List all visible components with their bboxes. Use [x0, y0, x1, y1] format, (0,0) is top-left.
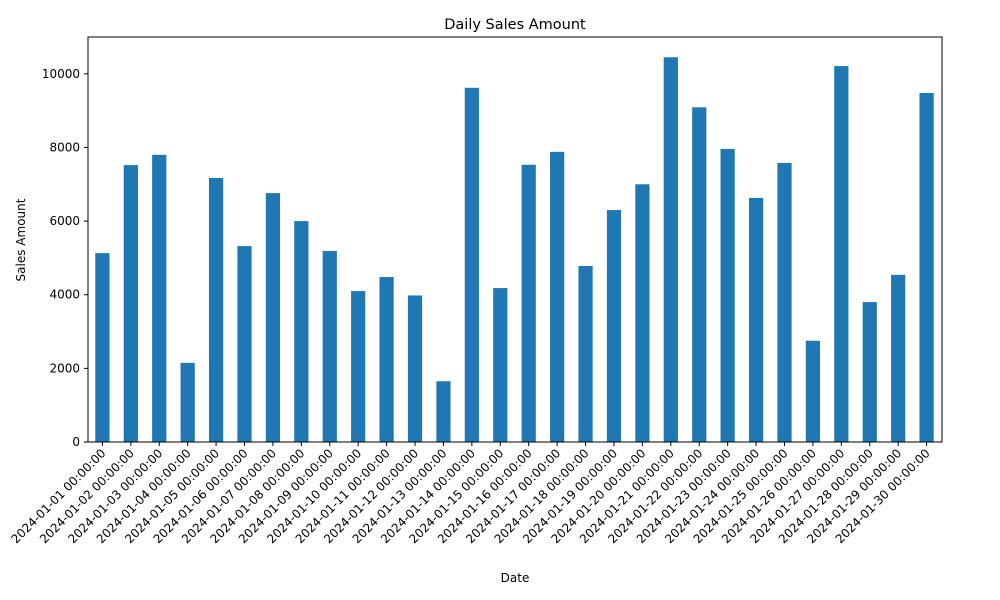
bar-2024-01-21 — [663, 57, 678, 442]
bar-2024-01-27 — [834, 66, 849, 442]
bar-2024-01-30 — [919, 92, 934, 443]
y-tick-label: 8000 — [49, 140, 80, 154]
bar-2024-01-10 — [351, 291, 366, 442]
y-tick-label: 0 — [72, 435, 80, 449]
bar-2024-01-06 — [237, 246, 252, 442]
bar-2024-01-04 — [180, 362, 195, 442]
bar-2024-01-29 — [891, 274, 906, 442]
y-tick-label: 4000 — [49, 288, 80, 302]
bar-2024-01-20 — [635, 184, 650, 442]
bar-2024-01-09 — [322, 250, 337, 442]
bar-2024-01-26 — [805, 340, 821, 442]
bar-2024-01-16 — [521, 164, 536, 442]
bar-2024-01-24 — [748, 197, 764, 442]
bar-2024-01-19 — [606, 210, 622, 442]
bar-2024-01-14 — [464, 87, 479, 442]
y-tick-label: 10000 — [42, 67, 80, 81]
plot-frame — [87, 36, 943, 443]
bar-2024-01-13 — [436, 381, 451, 442]
bar-2024-01-02 — [123, 165, 138, 442]
bar-2024-01-08 — [294, 221, 309, 442]
y-tick-label: 6000 — [49, 214, 80, 228]
y-tick-label: 2000 — [49, 361, 80, 375]
bar-2024-01-25 — [777, 162, 792, 443]
y-axis: 0 2000 4000 6000 8000 10000 — [42, 67, 88, 449]
chart-title: Daily Sales Amount — [444, 17, 586, 33]
bar-2024-01-01 — [95, 253, 110, 442]
bar-2024-01-07 — [265, 193, 281, 442]
y-axis-title: Sales Amount — [14, 198, 28, 281]
bar-2024-01-28 — [862, 302, 877, 442]
bar-2024-01-12 — [407, 295, 423, 442]
bar-2024-01-11 — [379, 277, 394, 442]
bar-2024-01-23 — [720, 148, 735, 442]
bar-2024-01-22 — [692, 107, 707, 442]
bar-2024-01-17 — [550, 151, 565, 442]
bar-2024-01-05 — [208, 178, 224, 442]
bar-2024-01-18 — [578, 266, 593, 442]
bars-group — [95, 57, 934, 443]
x-axis-title: Date — [501, 571, 530, 585]
bar-2024-01-03 — [152, 154, 167, 442]
bar-2024-01-15 — [493, 288, 508, 442]
